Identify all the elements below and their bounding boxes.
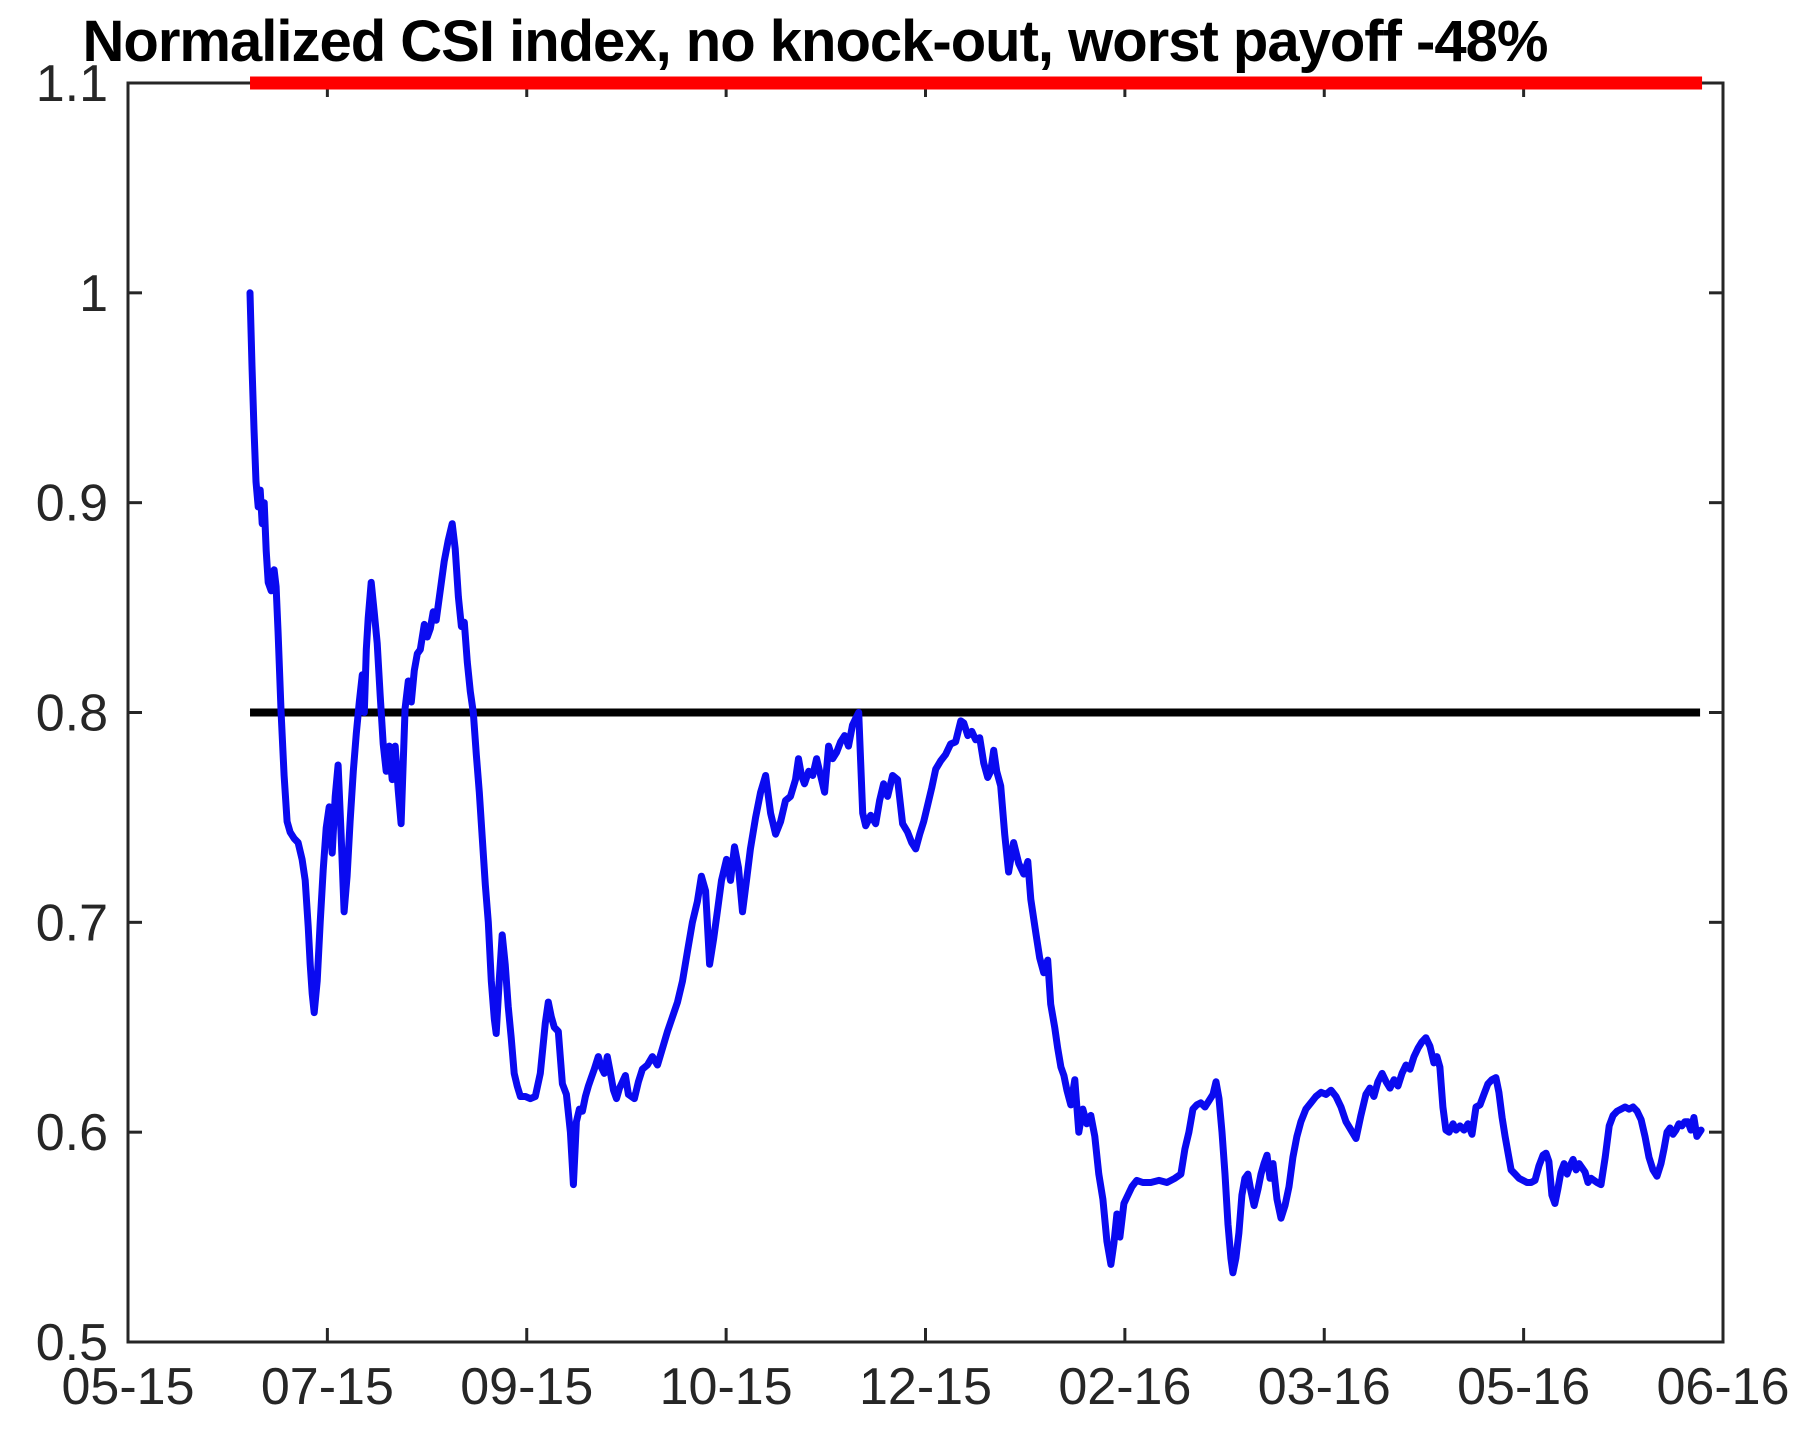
x-tick-label: 06-16 bbox=[1657, 1358, 1790, 1416]
y-tick-label: 1.1 bbox=[36, 55, 108, 113]
y-tick-label: 0.5 bbox=[36, 1314, 108, 1372]
y-tick-label: 0.6 bbox=[36, 1104, 108, 1162]
x-tick-label: 02-16 bbox=[1058, 1358, 1191, 1416]
x-tick-label: 10-15 bbox=[660, 1358, 793, 1416]
y-tick-label: 0.9 bbox=[36, 475, 108, 533]
x-tick-label: 09-15 bbox=[460, 1358, 593, 1416]
x-tick-label: 05-16 bbox=[1457, 1358, 1590, 1416]
x-tick-label: 07-15 bbox=[261, 1358, 394, 1416]
y-tick-label: 0.8 bbox=[36, 685, 108, 743]
x-tick-label: 05-15 bbox=[62, 1358, 195, 1416]
y-tick-label: 0.7 bbox=[36, 894, 108, 952]
y-tick-label: 1 bbox=[79, 265, 108, 323]
chart-title: Normalized CSI index, no knock-out, wors… bbox=[82, 9, 1549, 74]
x-tick-label: 12-15 bbox=[859, 1358, 992, 1416]
x-tick-label: 03-16 bbox=[1258, 1358, 1391, 1416]
normalized-csi-index bbox=[246, 289, 1705, 1277]
